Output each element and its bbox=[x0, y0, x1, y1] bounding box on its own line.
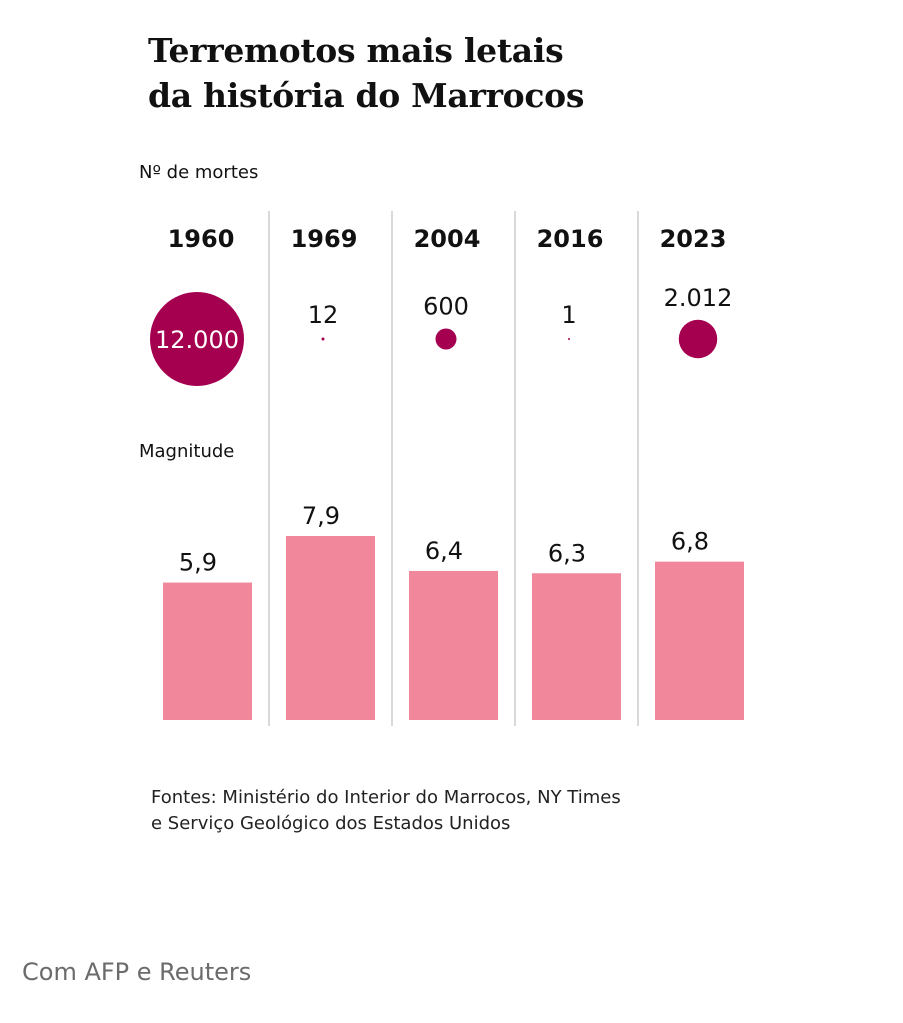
source-line-2: e Serviço Geológico dos Estados Unidos bbox=[151, 813, 511, 834]
deaths-circle-2004 bbox=[435, 328, 457, 350]
title-line-2: da história do Marrocos bbox=[148, 76, 585, 115]
deaths-label-2004: 600 bbox=[423, 292, 469, 320]
deaths-label-2016: 1 bbox=[561, 301, 576, 329]
magnitude-label-1960: 5,9 bbox=[179, 549, 217, 577]
credit-line: Com AFP e Reuters bbox=[22, 958, 252, 986]
magnitude-label-1969: 7,9 bbox=[302, 502, 340, 530]
magnitude-bar-1960 bbox=[163, 582, 252, 720]
year-label-2004: 2004 bbox=[414, 225, 481, 253]
deaths-section-label: Nº de mortes bbox=[139, 162, 259, 183]
magnitude-label-2004: 6,4 bbox=[425, 537, 463, 565]
year-label-2016: 2016 bbox=[537, 225, 604, 253]
title-line-1: Terremotos mais letais bbox=[148, 31, 564, 70]
magnitude-bar-2023 bbox=[655, 561, 744, 720]
year-label-2023: 2023 bbox=[660, 225, 727, 253]
year-label-1960: 1960 bbox=[168, 225, 235, 253]
magnitude-section-label: Magnitude bbox=[139, 441, 235, 462]
deaths-circle-1960 bbox=[150, 292, 244, 386]
deaths-circle-1969 bbox=[321, 337, 325, 341]
chart-title: Terremotos mais letais da história do Ma… bbox=[148, 28, 584, 118]
deaths-label-1960: 12.000 bbox=[155, 326, 239, 354]
deaths-label-1969: 12 bbox=[308, 301, 339, 329]
deaths-circle-2023 bbox=[678, 319, 718, 359]
magnitude-bar-2016 bbox=[532, 573, 621, 720]
year-label-1969: 1969 bbox=[291, 225, 358, 253]
deaths-circle-2016 bbox=[568, 338, 570, 340]
magnitude-label-2016: 6,3 bbox=[548, 539, 586, 567]
source-line-1: Fontes: Ministério do Interior do Marroc… bbox=[151, 787, 621, 808]
magnitude-bar-2004 bbox=[409, 570, 498, 720]
source-note: Fontes: Ministério do Interior do Marroc… bbox=[151, 785, 621, 837]
deaths-label-2023: 2.012 bbox=[664, 284, 733, 312]
magnitude-bar-1969 bbox=[286, 536, 375, 720]
magnitude-label-2023: 6,8 bbox=[671, 528, 709, 556]
